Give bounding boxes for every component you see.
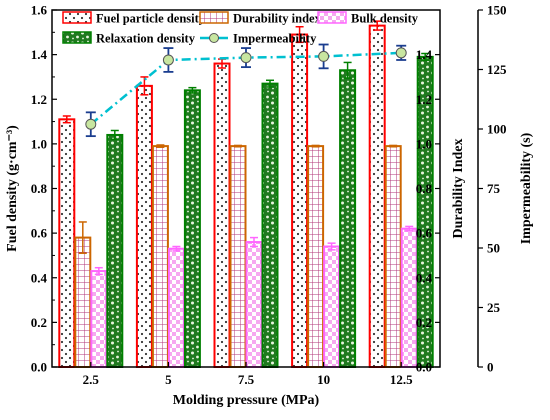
legend-swatch-durability-index xyxy=(199,11,229,24)
impermeability-axis-title: Impermeability (s) xyxy=(519,132,534,244)
impermeability-axis-tick-label: 75 xyxy=(487,181,501,196)
durability-axis-title: Durability Index xyxy=(451,139,466,239)
x-axis-tick-label-12.5: 12.5 xyxy=(390,372,413,387)
left-axis-tick-label: 1.4 xyxy=(31,47,48,62)
impermeability-axis-tick-label: 50 xyxy=(487,241,500,256)
legend-swatch-bulk-density xyxy=(317,11,347,24)
left-axis-tick-label: 1.2 xyxy=(31,92,47,107)
bar-bulk-density-7.5 xyxy=(245,241,263,368)
bar-relaxation-density-5 xyxy=(183,89,201,368)
legend-swatch-relaxation-density xyxy=(62,31,92,44)
durability-axis-tick-label: 0.4 xyxy=(416,270,433,285)
bar-bulk-density-10 xyxy=(323,245,341,368)
bar-durability-index-10 xyxy=(307,145,325,368)
legend-label-durability-index: Durability index xyxy=(233,12,322,26)
durability-axis-tick-label: 1.0 xyxy=(416,136,432,151)
impermeability-point-5 xyxy=(162,54,174,66)
durability-axis-tick-label: 0.0 xyxy=(416,360,432,375)
left-axis-tick-label: 0.0 xyxy=(31,360,47,375)
bar-bulk-density-12.5 xyxy=(400,227,418,368)
impermeability-axis-tick-label: 25 xyxy=(487,300,501,315)
durability-axis-tick-label: 0.2 xyxy=(416,315,432,330)
x-axis-tick-label-5: 5 xyxy=(165,372,172,387)
bar-fuel-particle-density-5 xyxy=(135,84,153,369)
legend: Fuel particle density Durability index Bul… xyxy=(62,11,419,46)
durability-axis-tick-label: 0.6 xyxy=(416,226,433,241)
legend-label-relaxation-density: Relaxation density xyxy=(96,32,196,46)
durability-axis-tick-label: 1.2 xyxy=(416,92,432,107)
impermeability-axis-tick-label: 100 xyxy=(487,122,507,137)
bar-durability-index-12.5 xyxy=(384,145,402,368)
left-axis-tick-label: 0.6 xyxy=(31,226,48,241)
bar-relaxation-density-7.5 xyxy=(261,82,279,368)
left-axis-tick-label: 1.6 xyxy=(31,3,48,18)
impermeability-point-12.5 xyxy=(395,47,407,59)
plot-area xyxy=(58,20,434,369)
legend-swatch-impermeability-marker xyxy=(209,33,219,43)
bar-fuel-particle-density-2.5 xyxy=(58,118,76,368)
left-axis-tick-label: 0.4 xyxy=(31,270,48,285)
x-axis-tick-label-10: 10 xyxy=(317,372,330,387)
legend-swatch-fuel-particle-density xyxy=(62,11,92,24)
bar-relaxation-density-10 xyxy=(339,69,357,369)
legend-label-impermeability: Impermeability xyxy=(233,32,317,46)
impermeability-point-7.5 xyxy=(240,52,252,64)
legend-label-fuel-particle-density: Fuel particle density xyxy=(96,12,206,26)
impermeability-point-10 xyxy=(318,50,330,62)
impermeability-axis-tick-label: 150 xyxy=(487,3,507,18)
bar-durability-index-2.5 xyxy=(74,236,92,368)
left-axis-tick-label: 0.2 xyxy=(31,315,47,330)
impermeability-point-2.5 xyxy=(85,118,97,130)
bar-bulk-density-5 xyxy=(167,247,185,368)
axes: 0.0 0.2 0.4 0.6 0.8 1.0 1.2 1.4 1.6 0.0 0.2 0.4 0.6 0… xyxy=(5,3,534,409)
bar-bulk-density-2.5 xyxy=(90,270,108,368)
durability-axis-tick-label: 0.8 xyxy=(416,181,433,196)
impermeability-axis-tick-label: 125 xyxy=(487,62,507,77)
impermeability-axis-tick-label: 0 xyxy=(487,360,494,375)
bar-fuel-particle-density-12.5 xyxy=(368,24,386,369)
left-axis-tick-label: 1.0 xyxy=(31,136,47,151)
left-axis-tick-label: 0.8 xyxy=(31,181,48,196)
x-axis-tick-label-7.5: 7.5 xyxy=(238,372,255,387)
bar-durability-index-5 xyxy=(151,145,169,368)
left-axis-title: Fuel density (g·cm⁻³) xyxy=(5,125,20,252)
bar-durability-index-7.5 xyxy=(229,145,247,368)
bar-fuel-particle-density-10 xyxy=(291,33,309,368)
durability-axis-tick-label: 1.4 xyxy=(416,47,433,62)
bar-relaxation-density-2.5 xyxy=(106,133,124,368)
bar-fuel-particle-density-7.5 xyxy=(213,62,231,369)
x-axis-tick-label-2.5: 2.5 xyxy=(83,372,100,387)
legend-label-bulk-density: Bulk density xyxy=(351,12,419,26)
x-axis-title: Molding pressure (MPa) xyxy=(173,393,320,408)
